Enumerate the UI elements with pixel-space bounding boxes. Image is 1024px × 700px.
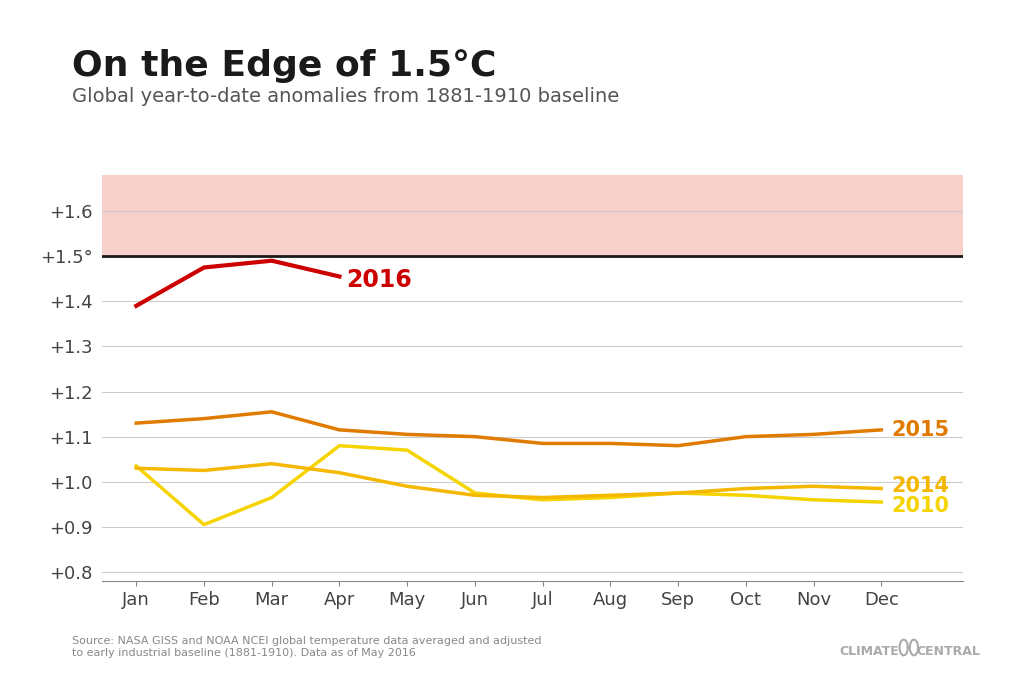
Text: Global year-to-date anomalies from 1881-1910 baseline: Global year-to-date anomalies from 1881-…: [72, 88, 618, 106]
Text: Source: NASA GISS and NOAA NCEI global temperature data averaged and adjusted
to: Source: NASA GISS and NOAA NCEI global t…: [72, 636, 541, 658]
Text: On the Edge of 1.5°C: On the Edge of 1.5°C: [72, 49, 496, 83]
Text: CLIMATE: CLIMATE: [840, 645, 899, 658]
Text: 2015: 2015: [892, 420, 949, 440]
Text: CENTRAL: CENTRAL: [916, 645, 980, 658]
Text: 2014: 2014: [892, 476, 949, 496]
Text: 2010: 2010: [892, 496, 949, 516]
Text: 2016: 2016: [346, 268, 412, 292]
Bar: [102, 175, 963, 256]
